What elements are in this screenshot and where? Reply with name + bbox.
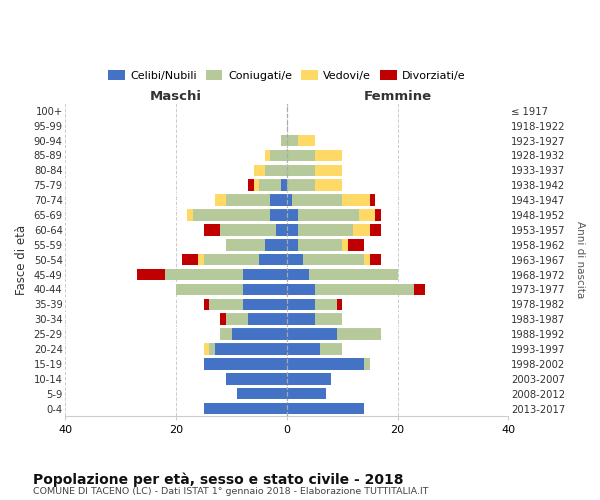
Bar — [165, 268, 242, 280]
Bar — [304, 254, 364, 266]
Bar — [259, 254, 287, 266]
Legend: Celibi/Nubili, Coniugati/e, Vedovi/e, Divorziati/e: Celibi/Nubili, Coniugati/e, Vedovi/e, Di… — [104, 65, 470, 85]
Bar — [276, 224, 287, 235]
Bar — [204, 402, 287, 414]
Bar — [287, 239, 298, 250]
Bar — [287, 402, 364, 414]
Bar — [314, 180, 342, 191]
Bar — [232, 328, 287, 340]
Bar — [204, 358, 287, 370]
Bar — [287, 209, 298, 221]
Bar — [204, 254, 259, 266]
Bar — [270, 150, 287, 162]
Bar — [298, 239, 342, 250]
Bar — [226, 314, 248, 325]
Bar — [287, 358, 364, 370]
Bar — [137, 268, 165, 280]
Bar — [259, 180, 281, 191]
Bar — [242, 298, 287, 310]
Bar — [376, 209, 381, 221]
Bar — [287, 180, 314, 191]
Bar — [199, 254, 204, 266]
Bar — [298, 209, 359, 221]
Bar — [287, 150, 314, 162]
Bar — [287, 343, 320, 355]
Bar — [209, 343, 215, 355]
Bar — [226, 239, 265, 250]
Bar — [248, 314, 287, 325]
Bar — [270, 209, 287, 221]
Bar — [298, 224, 353, 235]
Bar — [287, 298, 314, 310]
Bar — [265, 150, 270, 162]
Bar — [176, 284, 242, 295]
Bar — [265, 164, 287, 176]
Bar — [287, 268, 309, 280]
Bar — [364, 358, 370, 370]
Bar — [342, 239, 348, 250]
Bar — [314, 298, 337, 310]
Bar — [342, 194, 370, 206]
Bar — [292, 194, 342, 206]
Bar — [348, 239, 364, 250]
Bar — [226, 373, 287, 384]
Bar — [209, 298, 242, 310]
Bar — [353, 224, 370, 235]
Bar — [314, 314, 342, 325]
Bar — [314, 150, 342, 162]
Bar — [359, 209, 376, 221]
Text: Femmine: Femmine — [364, 90, 431, 104]
Bar — [287, 284, 314, 295]
Bar — [220, 314, 226, 325]
Bar — [287, 314, 314, 325]
Bar — [242, 268, 287, 280]
Bar — [265, 239, 287, 250]
Bar — [281, 135, 287, 146]
Bar — [270, 194, 287, 206]
Bar — [298, 135, 314, 146]
Y-axis label: Fasce di età: Fasce di età — [15, 224, 28, 294]
Bar — [204, 298, 209, 310]
Text: COMUNE DI TACENO (LC) - Dati ISTAT 1° gennaio 2018 - Elaborazione TUTTITALIA.IT: COMUNE DI TACENO (LC) - Dati ISTAT 1° ge… — [33, 488, 428, 496]
Y-axis label: Anni di nascita: Anni di nascita — [575, 221, 585, 298]
Bar — [242, 284, 287, 295]
Bar — [314, 164, 342, 176]
Bar — [215, 194, 226, 206]
Bar — [370, 224, 381, 235]
Bar — [309, 268, 398, 280]
Bar — [287, 164, 314, 176]
Bar — [220, 224, 276, 235]
Bar — [287, 224, 298, 235]
Bar — [182, 254, 199, 266]
Bar — [220, 328, 232, 340]
Bar — [287, 388, 326, 400]
Bar — [254, 164, 265, 176]
Bar — [287, 373, 331, 384]
Bar — [204, 224, 220, 235]
Text: Popolazione per età, sesso e stato civile - 2018: Popolazione per età, sesso e stato civil… — [33, 472, 404, 487]
Bar — [337, 298, 342, 310]
Bar — [370, 194, 376, 206]
Bar — [337, 328, 381, 340]
Bar — [364, 254, 370, 266]
Bar — [237, 388, 287, 400]
Bar — [226, 194, 270, 206]
Bar — [320, 343, 342, 355]
Bar — [254, 180, 259, 191]
Bar — [414, 284, 425, 295]
Bar — [370, 254, 381, 266]
Bar — [287, 194, 292, 206]
Bar — [248, 180, 254, 191]
Bar — [215, 343, 287, 355]
Bar — [287, 135, 298, 146]
Bar — [193, 209, 270, 221]
Text: Maschi: Maschi — [150, 90, 202, 104]
Bar — [187, 209, 193, 221]
Bar — [287, 254, 304, 266]
Bar — [281, 180, 287, 191]
Bar — [314, 284, 414, 295]
Bar — [204, 343, 209, 355]
Bar — [287, 328, 337, 340]
